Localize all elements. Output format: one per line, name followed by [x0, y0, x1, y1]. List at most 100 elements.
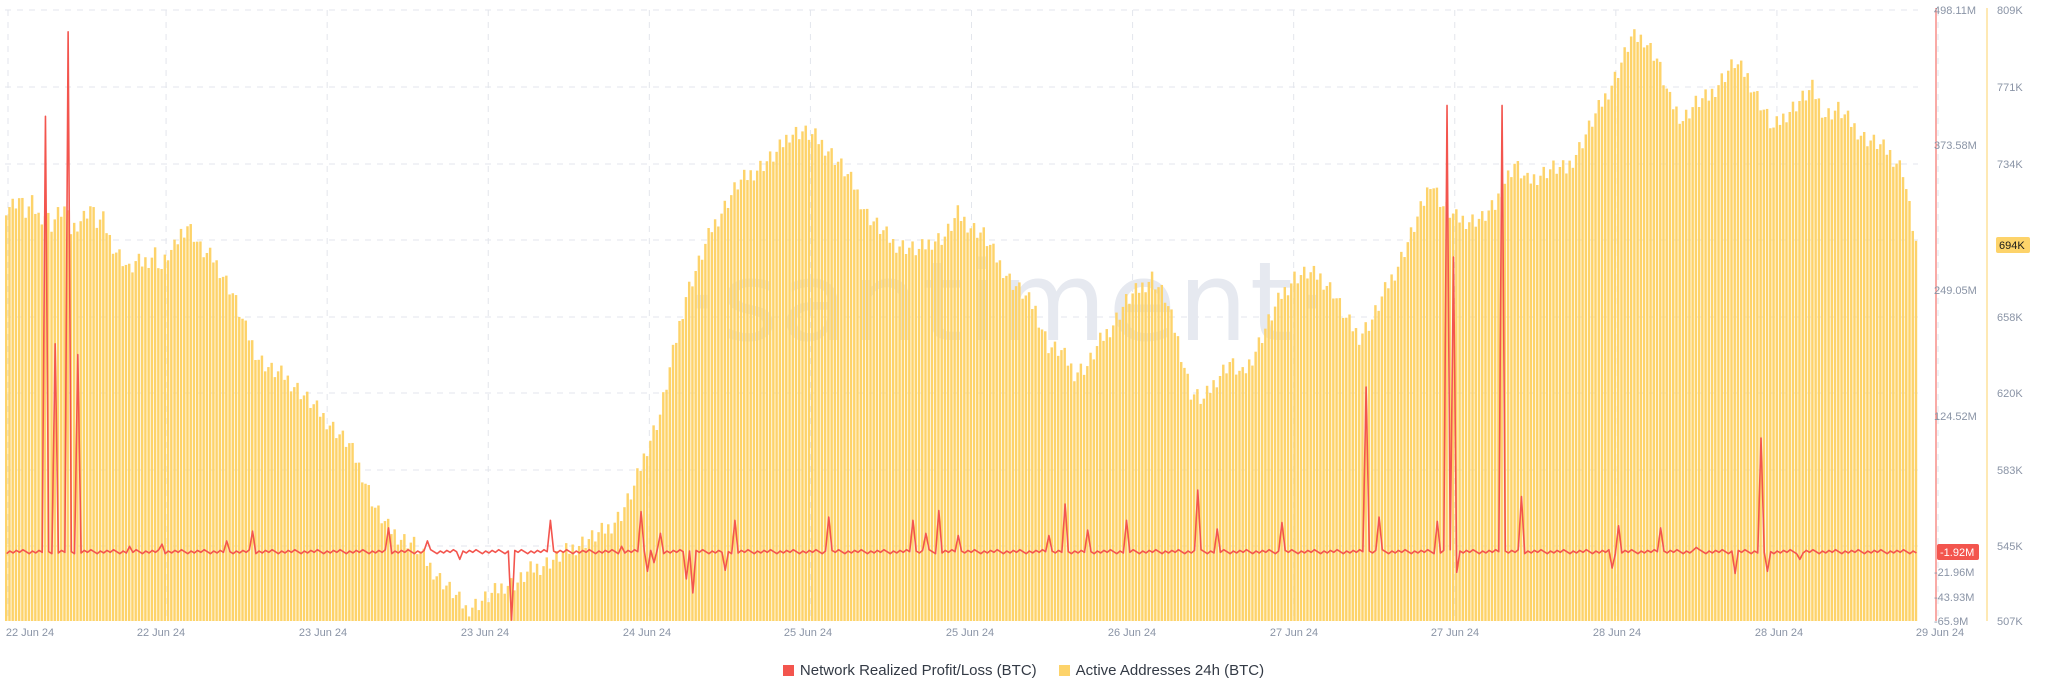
bar — [1209, 392, 1212, 621]
bar — [921, 239, 924, 622]
x-axis-tick: 29 Jun 24 — [1916, 627, 1964, 639]
bar — [878, 233, 882, 621]
bar — [895, 252, 898, 621]
legend: Network Realized Profit/Loss (BTC) Activ… — [0, 662, 2047, 679]
bar — [1115, 312, 1118, 621]
bar — [1215, 387, 1219, 621]
bar — [1458, 222, 1461, 621]
bar — [218, 278, 222, 621]
bar — [1425, 187, 1429, 621]
bar — [969, 228, 973, 622]
bar — [247, 340, 251, 621]
bar — [1222, 364, 1225, 621]
bar — [1597, 100, 1600, 621]
bar — [1678, 123, 1681, 622]
bar — [1150, 271, 1154, 621]
bar — [914, 255, 918, 621]
bar — [1587, 120, 1591, 621]
legend-item-active-addresses[interactable]: Active Addresses 24h (BTC) — [1058, 662, 1264, 679]
legend-item-profit-loss[interactable]: Network Realized Profit/Loss (BTC) — [782, 662, 1037, 679]
current-value-profit-loss: -1.92M — [1940, 547, 1974, 559]
bar — [1759, 110, 1762, 621]
bar — [221, 276, 225, 621]
bar — [1555, 173, 1558, 621]
bar — [720, 213, 723, 621]
bar — [979, 232, 982, 622]
bar — [917, 248, 921, 621]
bar — [1312, 265, 1316, 621]
x-axis-tick: 22 Jun 24 — [137, 627, 185, 639]
bar — [464, 605, 468, 621]
bar — [1325, 285, 1329, 621]
bar — [1332, 298, 1335, 621]
bar — [1743, 76, 1746, 622]
bar — [170, 249, 173, 621]
bar — [1720, 73, 1723, 621]
bar — [1607, 99, 1610, 621]
bar — [998, 260, 1002, 621]
bar — [1328, 282, 1332, 621]
bar — [1225, 373, 1228, 621]
bar — [338, 434, 341, 621]
bar — [1367, 330, 1371, 621]
bar — [1662, 85, 1665, 621]
bar — [1775, 116, 1779, 621]
bar — [1600, 106, 1604, 621]
bar — [215, 260, 218, 621]
left-axis-tick: -43.93M — [1934, 592, 1974, 604]
bar — [1183, 367, 1186, 621]
bar — [781, 147, 785, 622]
bar — [1170, 309, 1173, 621]
bar — [357, 462, 361, 621]
bar — [254, 360, 257, 621]
x-axis-tick: 28 Jun 24 — [1755, 627, 1803, 639]
bar — [1121, 306, 1125, 621]
bar — [1205, 385, 1209, 621]
x-axis-tick: 22 Jun 24 — [6, 627, 54, 639]
bar — [946, 223, 950, 621]
bar — [390, 534, 393, 621]
bar — [432, 579, 435, 621]
bar — [1519, 178, 1523, 621]
bar — [173, 239, 176, 621]
bar — [1290, 283, 1293, 621]
bar — [1869, 140, 1872, 621]
bar — [982, 227, 985, 622]
current-value-active-addresses: 694K — [1999, 240, 2025, 252]
bar — [1571, 167, 1575, 621]
bar — [1574, 154, 1578, 621]
bar — [933, 241, 937, 621]
bar — [1322, 289, 1325, 621]
bar — [14, 208, 18, 621]
bar — [153, 247, 157, 621]
bar — [1561, 160, 1565, 621]
bar — [1542, 166, 1545, 621]
bar — [1801, 90, 1804, 622]
bar — [1396, 266, 1400, 621]
bar — [1280, 298, 1283, 621]
bar — [166, 260, 170, 621]
x-axis-tick: 28 Jun 24 — [1593, 627, 1641, 639]
bar — [778, 139, 782, 622]
bar — [1613, 71, 1617, 621]
bar — [827, 151, 830, 622]
left-axis-tick: -65.9M — [1934, 616, 1968, 628]
bar — [743, 169, 746, 621]
bar — [1532, 174, 1536, 621]
bar — [318, 416, 322, 621]
bar — [1192, 394, 1196, 621]
bar — [1092, 359, 1096, 621]
bar — [697, 255, 701, 622]
watermark: ·santiment· — [684, 238, 1332, 366]
bar — [772, 161, 775, 621]
bar — [1646, 45, 1649, 621]
bar — [639, 470, 642, 621]
bar — [568, 553, 571, 621]
right-axis-tick: 734K — [1997, 159, 2023, 171]
bar — [1500, 197, 1503, 621]
left-axis-tick: 124.52M — [1934, 411, 1977, 423]
bar — [1018, 282, 1021, 621]
bar — [1387, 288, 1390, 621]
bar — [1112, 325, 1115, 621]
bar — [403, 534, 406, 621]
